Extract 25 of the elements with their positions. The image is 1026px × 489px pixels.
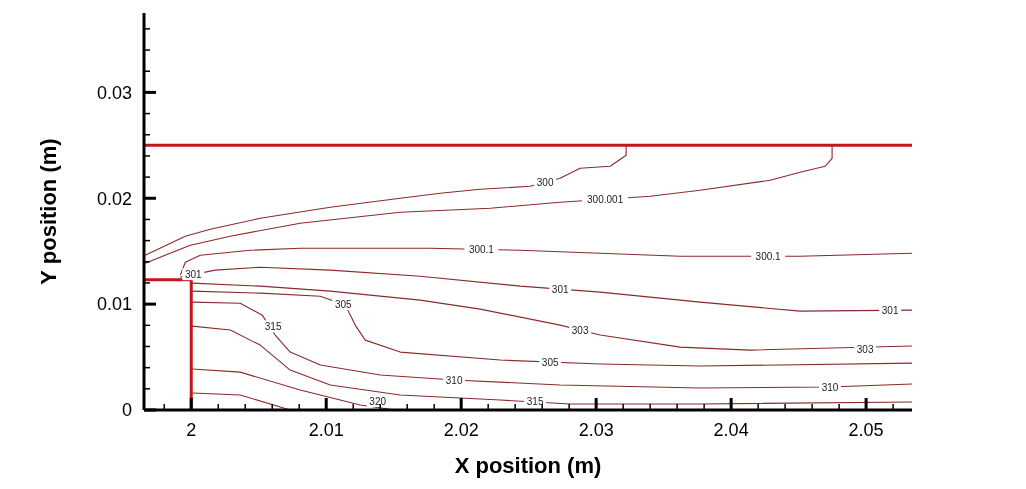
annotation: 300.1: [468, 243, 495, 255]
series-label: 320: [369, 395, 387, 407]
x-tick-label: 2.02: [443, 420, 479, 440]
series-label: 305: [541, 356, 559, 368]
series-label: 303: [571, 324, 589, 336]
y-tick-label: 0.02: [96, 188, 132, 209]
series-label: 301: [551, 283, 569, 295]
series-label: 315: [526, 395, 544, 407]
x-tick-label: 2.04: [713, 420, 749, 440]
x-tick-label: 2.05: [848, 420, 884, 440]
x-axis-title: X position (m): [454, 453, 602, 478]
y-tick-label: 0.01: [96, 294, 132, 315]
series-label: 300: [536, 176, 554, 188]
series-label: 300.001: [587, 193, 624, 205]
x-tick-label: 2.01: [308, 420, 344, 440]
y-axis-title: Y position (m): [36, 138, 61, 285]
annotation: 301: [881, 304, 899, 316]
y-tick-label: 0: [121, 400, 132, 421]
annotation: 301: [184, 268, 203, 280]
annotation: 300.1: [755, 250, 782, 262]
annotation: 303: [856, 343, 874, 355]
x-tick-label: 2: [186, 420, 197, 440]
annotation: 315: [264, 320, 282, 332]
y-tick-label: 0.03: [96, 82, 132, 103]
x-tick-label: 2.03: [578, 420, 614, 440]
